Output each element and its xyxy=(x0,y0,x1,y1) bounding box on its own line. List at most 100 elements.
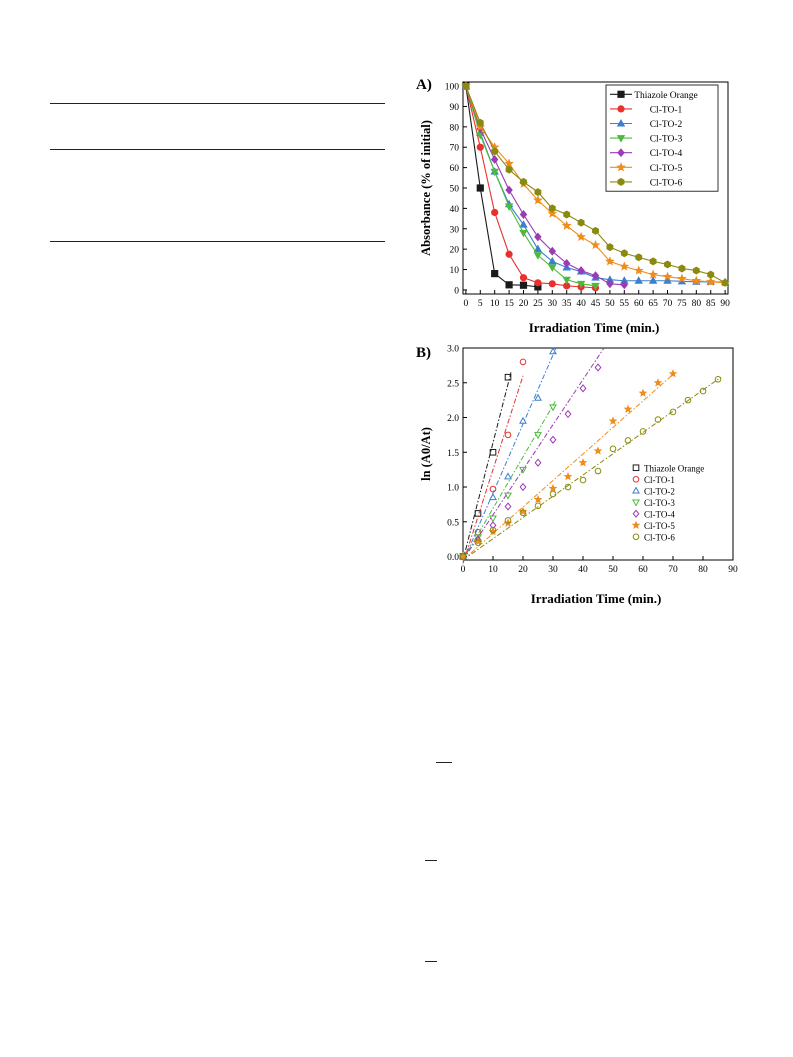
chart-a-data-point xyxy=(505,185,513,195)
chart-b-plot-frame xyxy=(462,347,734,561)
chart-a-data-point xyxy=(606,243,614,252)
chart-b-fit-line-cl-to-2 xyxy=(462,347,557,563)
chart-b-legend-item: Cl-TO-3 xyxy=(632,498,675,508)
chart-a-data-point xyxy=(462,82,470,91)
chart-a-legend-item: Thiazole Orange xyxy=(610,90,698,101)
chart-b-data-point xyxy=(549,347,557,355)
chart-a-data-point xyxy=(519,220,528,228)
chart-a-data-point xyxy=(548,280,556,288)
chart-b-x-tick-label: 20 xyxy=(518,565,528,575)
chart-a-x-tick-label: 40 xyxy=(576,299,586,309)
chart-a-data-point xyxy=(519,229,528,238)
chart-a-y-tick-label: 20 xyxy=(450,246,460,256)
chart-b-x-tick-label: 90 xyxy=(728,565,738,575)
chart-b-data-point xyxy=(519,416,527,424)
chart-b-y-tick-label: 2.0 xyxy=(447,414,459,424)
chart-a-y-tick-label: 30 xyxy=(450,225,460,235)
chart-b-data-point xyxy=(564,409,572,419)
chart-b-legend-marker xyxy=(632,499,640,507)
chart-a-data-point xyxy=(677,273,687,283)
chart-a-data-point xyxy=(505,250,513,258)
chart-a-x-tick-label: 0 xyxy=(464,299,469,309)
chart-a-x-axis-title: Irradiation Time (min.) xyxy=(529,320,660,335)
chart-b-x-tick-label: 70 xyxy=(668,565,678,575)
chart-b-legend-item: Cl-TO-2 xyxy=(632,486,675,496)
chart-b-data-point xyxy=(519,482,527,492)
chart-a-data-point xyxy=(534,279,542,287)
chart-a-data-point xyxy=(491,270,499,278)
chart-a-data-point xyxy=(476,143,484,151)
chart-a-data-point xyxy=(504,158,514,168)
chart-a-legend-label: Cl-TO-3 xyxy=(650,135,683,145)
fraction-bar-3 xyxy=(425,961,437,962)
chart-a-data-point xyxy=(548,256,557,265)
chart-a-legend-marker xyxy=(617,105,625,113)
chart-a-series-cl-to-3 xyxy=(461,83,600,291)
chart-b-fit-line-cl-to-6 xyxy=(462,376,722,561)
chart-a-data-point xyxy=(577,266,585,276)
chart-a-data-point xyxy=(490,168,499,177)
panel-label-a: A) xyxy=(416,77,432,93)
chart-a-x-tick-label: 25 xyxy=(533,299,543,309)
chart-b-data-point xyxy=(714,375,722,383)
chart-b-data-point xyxy=(623,404,633,413)
chart-a-series-line-cl-to-3 xyxy=(465,85,596,287)
chart-a-x-tick-label: 10 xyxy=(490,299,500,309)
chart-b-data-point xyxy=(699,387,707,395)
chart-a-data-point xyxy=(692,266,700,275)
chart-a-legend-label: Cl-TO-4 xyxy=(650,149,683,159)
chart-b-legend-label: Cl-TO-6 xyxy=(644,532,675,542)
chart-b-fit-line-cl-to-4 xyxy=(462,347,605,561)
chart-b-y-tick-label: 0.0 xyxy=(447,553,459,563)
chart-a-data-point xyxy=(490,154,499,164)
chart-b-legend-label: Cl-TO-3 xyxy=(644,498,675,508)
chart-b-data-point xyxy=(504,517,512,524)
chart-b-data-point xyxy=(639,428,647,435)
chart-a-data-point xyxy=(519,274,528,282)
chart-b-data-point xyxy=(534,502,542,510)
chart-a-legend-marker xyxy=(616,119,626,127)
chart-a-data-point xyxy=(635,253,643,262)
chart-b-y-tick-label: 0.5 xyxy=(447,518,459,528)
chart-a-y-tick-label: 80 xyxy=(450,123,460,133)
chart-b-data-point xyxy=(579,384,587,393)
chart-a-data-point xyxy=(648,276,658,284)
chart-b-legend-marker xyxy=(632,464,640,472)
chart-b-x-tick-label: 0 xyxy=(461,565,466,575)
chart-b-x-tick-label: 30 xyxy=(548,565,558,575)
chart-b-legend-marker xyxy=(632,509,640,518)
chart-b-data-point xyxy=(474,539,482,546)
chart-b-data-point xyxy=(489,493,497,501)
chart-a-series-cl-to-4 xyxy=(462,81,629,290)
chart-b-data-point xyxy=(579,476,587,484)
chart-b-data-point xyxy=(654,416,662,423)
chart-b-legend-marker xyxy=(632,475,640,483)
chart-b-data-point xyxy=(653,378,663,387)
chart-b-legend-label: Cl-TO-2 xyxy=(644,486,675,496)
chart-b-data-point xyxy=(684,396,692,404)
fraction-bar-2 xyxy=(425,860,437,861)
chart-a-data-point xyxy=(691,275,702,285)
chart-a-data-point xyxy=(534,232,542,242)
chart-a-y-tick-label: 50 xyxy=(450,185,460,195)
chart-b-data-point xyxy=(489,526,497,534)
chart-a-x-tick-label: 45 xyxy=(591,299,601,309)
chart-b-y-tick-label: 2.5 xyxy=(447,379,459,389)
chart-b-legend-marker xyxy=(632,486,640,494)
chart-a-x-tick-label: 90 xyxy=(720,299,730,309)
chart-b-legend-item: Thiazole Orange xyxy=(632,463,704,473)
chart-a-legend-label: Cl-TO-6 xyxy=(650,178,683,188)
chart-a-legend-item: Cl-TO-6 xyxy=(610,177,683,188)
chart-a-data-point xyxy=(721,278,729,287)
chart-a-data-point xyxy=(548,264,557,272)
chart-b-data-point xyxy=(504,502,512,511)
chart-b-data-point xyxy=(593,446,603,455)
chart-b-data-point xyxy=(578,458,588,467)
chart-b-data-point xyxy=(609,445,617,453)
chart-a-data-point xyxy=(533,244,543,253)
chart-b-fit-line-thiazole-orange xyxy=(462,372,512,561)
chart-b-data-point xyxy=(624,437,632,444)
chart-b-data-point xyxy=(563,472,573,481)
chart-a-data-point xyxy=(562,258,571,268)
chart-a-x-tick-label: 85 xyxy=(706,299,716,309)
